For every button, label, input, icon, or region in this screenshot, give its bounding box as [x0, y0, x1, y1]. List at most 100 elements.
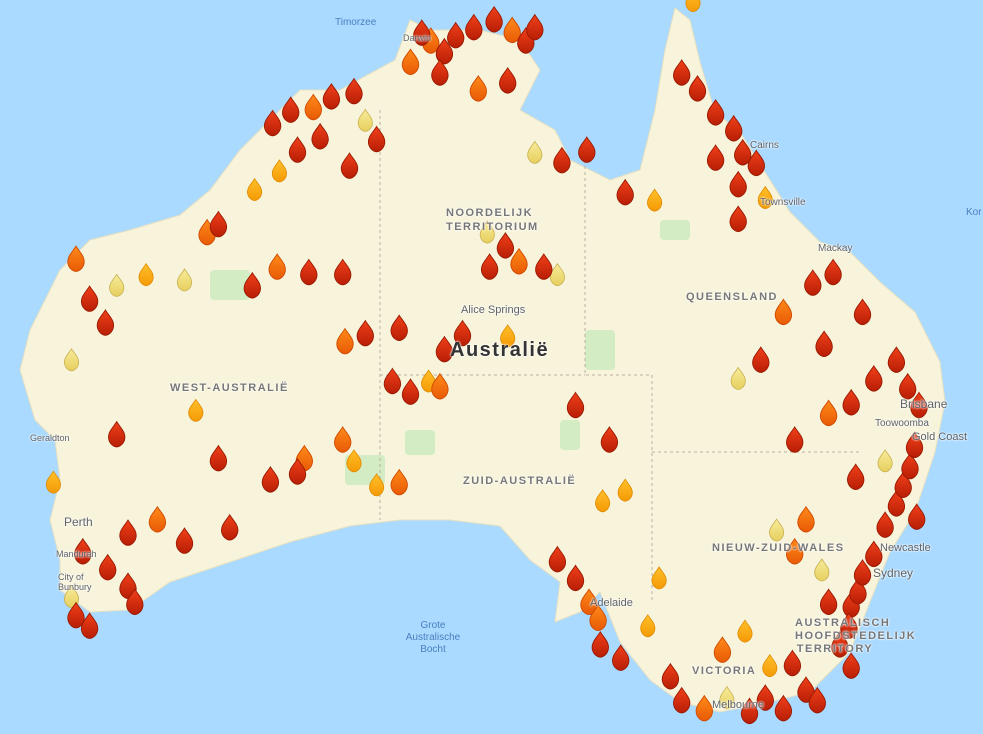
fire-icon[interactable]	[485, 5, 503, 33]
fire-icon[interactable]	[719, 685, 735, 710]
fire-icon[interactable]	[695, 694, 713, 722]
fire-icon[interactable]	[853, 559, 872, 586]
fire-icon[interactable]	[311, 122, 329, 150]
fire-icon[interactable]	[119, 572, 137, 600]
fire-icon[interactable]	[762, 653, 778, 678]
fire-icon[interactable]	[783, 649, 802, 677]
fire-icon[interactable]	[465, 13, 483, 41]
fire-icon[interactable]	[510, 247, 528, 275]
fire-icon[interactable]	[808, 686, 826, 714]
fire-icon[interactable]	[910, 391, 928, 419]
fire-icon[interactable]	[336, 327, 354, 355]
fire-icon[interactable]	[819, 399, 838, 427]
fire-icon[interactable]	[553, 146, 571, 174]
fire-icon[interactable]	[713, 636, 732, 663]
fire-icon[interactable]	[334, 258, 352, 286]
fire-icon[interactable]	[815, 330, 833, 358]
city-label-bunbury[interactable]: City of Bunbury	[58, 572, 92, 592]
fire-icon[interactable]	[661, 662, 680, 690]
fire-icon[interactable]	[595, 489, 611, 513]
fire-icon[interactable]	[96, 309, 115, 336]
fire-icon[interactable]	[209, 444, 228, 472]
city-label-alice-springs[interactable]: Alice Springs	[461, 304, 526, 316]
fire-icon[interactable]	[877, 449, 893, 473]
fire-icon[interactable]	[401, 378, 420, 405]
fire-icon[interactable]	[263, 109, 282, 137]
fire-icon[interactable]	[221, 513, 239, 541]
fire-icon[interactable]	[647, 188, 663, 212]
fire-icon[interactable]	[786, 426, 804, 453]
fire-icon[interactable]	[865, 364, 883, 392]
fire-icon[interactable]	[496, 231, 515, 259]
fire-icon[interactable]	[814, 558, 830, 582]
fire-icon[interactable]	[899, 372, 917, 400]
fire-icon[interactable]	[271, 159, 287, 183]
fire-icon[interactable]	[480, 253, 499, 280]
fire-icon[interactable]	[367, 125, 386, 153]
fire-icon[interactable]	[706, 144, 725, 171]
fire-icon[interactable]	[469, 74, 487, 102]
fire-icon[interactable]	[288, 458, 307, 485]
fire-icon[interactable]	[503, 16, 521, 44]
fire-icon[interactable]	[725, 114, 743, 142]
fire-icon[interactable]	[80, 285, 99, 312]
fire-icon[interactable]	[797, 505, 815, 533]
fire-icon[interactable]	[526, 13, 544, 41]
fire-icon[interactable]	[673, 59, 691, 86]
fire-icon[interactable]	[769, 518, 785, 542]
fire-icon[interactable]	[188, 398, 204, 422]
fire-icon[interactable]	[108, 420, 126, 448]
city-label-mandurah[interactable]: Mandurah	[56, 549, 97, 559]
fire-icon[interactable]	[847, 463, 865, 491]
fire-icon[interactable]	[600, 426, 619, 453]
fire-icon[interactable]	[340, 152, 359, 179]
fire-icon[interactable]	[176, 268, 193, 292]
fire-icon[interactable]	[447, 21, 465, 49]
fire-icon[interactable]	[651, 566, 667, 590]
fire-icon[interactable]	[580, 588, 598, 616]
fire-icon[interactable]	[268, 253, 286, 280]
fire-icon[interactable]	[390, 468, 408, 496]
fire-icon[interactable]	[247, 177, 263, 202]
fire-icon[interactable]	[752, 346, 770, 373]
city-label-geraldton[interactable]: Geraldton	[30, 433, 70, 443]
fire-icon[interactable]	[797, 676, 815, 703]
fire-icon[interactable]	[431, 372, 449, 400]
fire-icon[interactable]	[616, 178, 634, 206]
fire-icon[interactable]	[876, 511, 894, 538]
fire-icon[interactable]	[175, 527, 194, 554]
fire-icon[interactable]	[435, 335, 454, 363]
fire-icon[interactable]	[757, 185, 773, 210]
city-label-mackay[interactable]: Mackay	[818, 243, 853, 254]
fire-icon[interactable]	[685, 0, 701, 13]
fire-icon[interactable]	[617, 478, 633, 502]
fire-icon[interactable]	[80, 612, 99, 639]
fire-icon[interactable]	[261, 465, 280, 493]
fire-icon[interactable]	[390, 314, 408, 342]
fire-icon[interactable]	[706, 98, 725, 126]
fire-icon[interactable]	[774, 694, 793, 722]
fire-icon[interactable]	[842, 652, 860, 679]
fire-icon[interactable]	[453, 319, 472, 347]
city-label-newcastle[interactable]: Newcastle	[880, 542, 931, 554]
city-label-sydney[interactable]: Sydney	[873, 566, 914, 580]
fire-icon[interactable]	[63, 348, 80, 372]
fire-icon[interactable]	[300, 258, 318, 286]
fire-icon[interactable]	[527, 140, 543, 164]
fire-icon[interactable]	[740, 697, 759, 725]
fire-icon[interactable]	[356, 319, 374, 347]
fire-icon[interactable]	[729, 170, 747, 198]
fire-icon[interactable]	[209, 210, 228, 238]
fire-icon[interactable]	[901, 452, 919, 480]
fire-icon[interactable]	[535, 253, 553, 280]
fire-icon[interactable]	[566, 564, 585, 592]
fire-icon[interactable]	[304, 93, 322, 121]
fire-icon[interactable]	[673, 686, 691, 714]
fire-icon[interactable]	[119, 519, 137, 546]
fire-icon[interactable]	[737, 619, 753, 643]
city-label-adelaide[interactable]: Adelaide	[590, 597, 633, 609]
fire-icon[interactable]	[413, 19, 431, 46]
city-label-cairns[interactable]: Cairns	[750, 140, 779, 151]
fire-icon[interactable]	[99, 553, 117, 581]
